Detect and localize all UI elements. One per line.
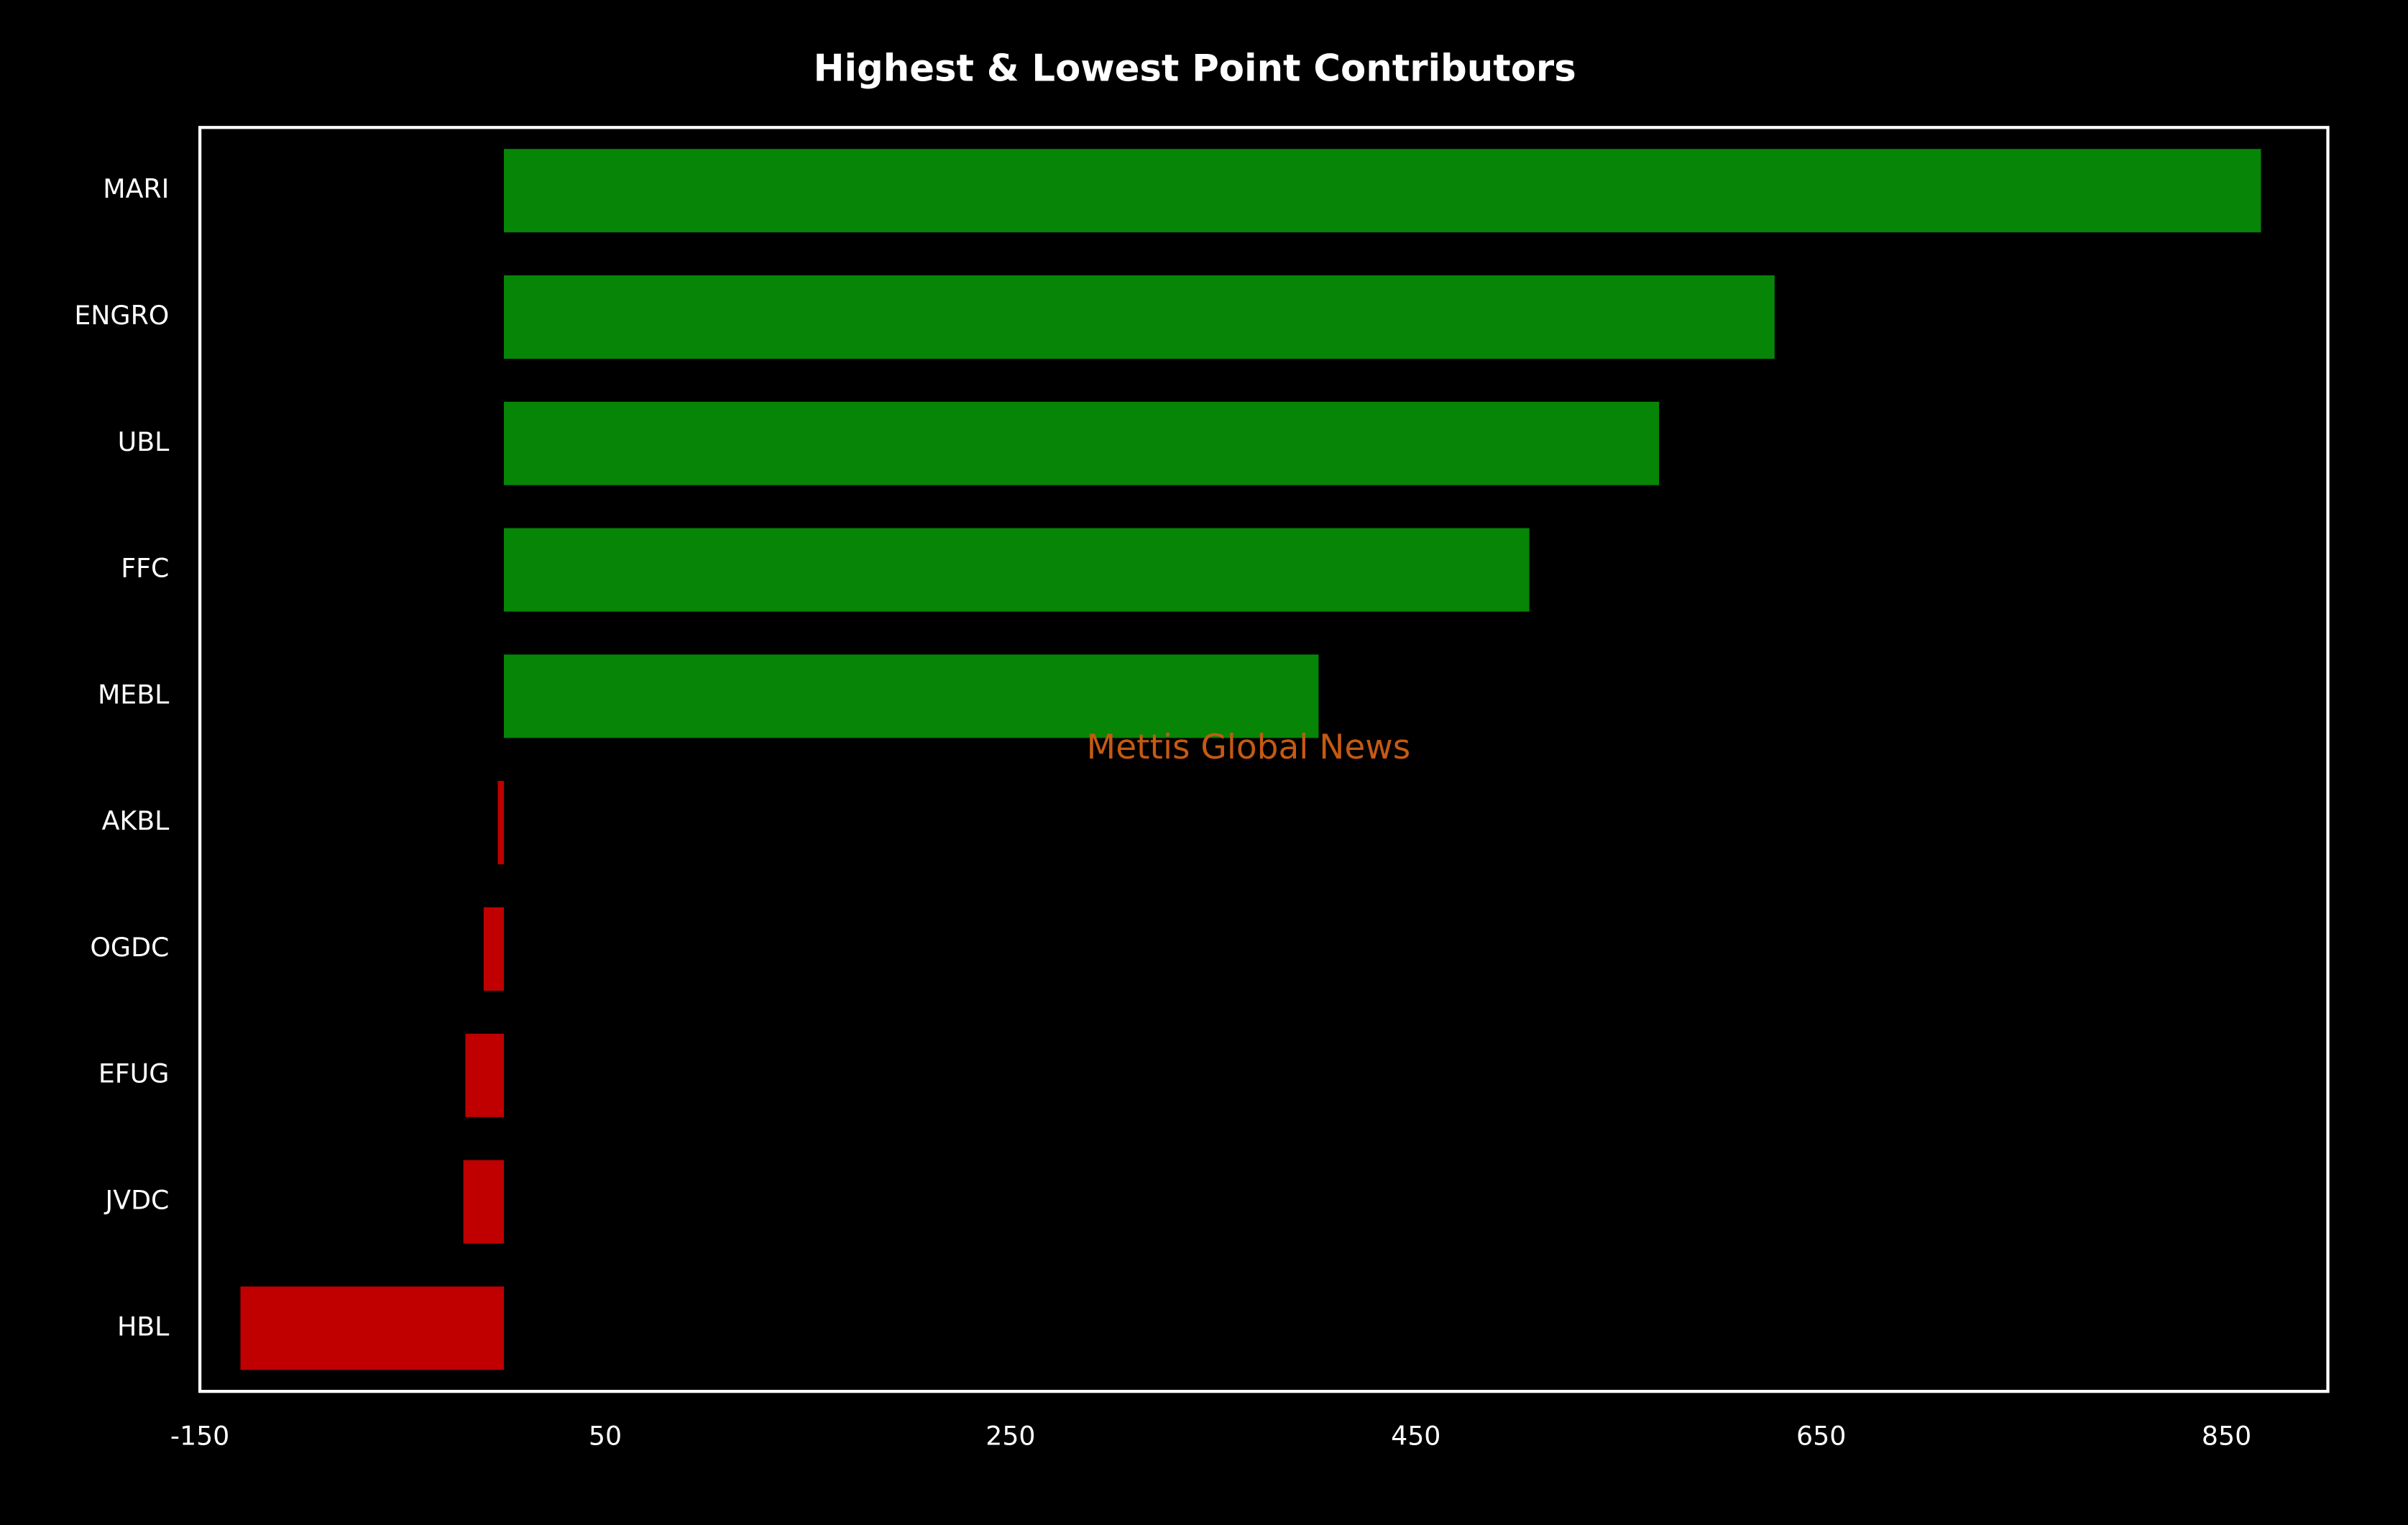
bar <box>504 528 1530 612</box>
watermark: Mettis Global News <box>1087 728 1411 767</box>
chart-title: Highest & Lowest Point Contributors <box>814 47 1576 90</box>
x-tick-label: 250 <box>985 1420 1035 1451</box>
y-tick-label: HBL <box>117 1311 170 1342</box>
x-tick-label: 50 <box>589 1420 622 1451</box>
y-tick-label: JVDC <box>104 1184 170 1215</box>
y-tick-label: OGDC <box>90 932 169 963</box>
bar <box>504 401 1660 485</box>
x-tick-label: 850 <box>2202 1420 2251 1451</box>
bar <box>240 1286 505 1370</box>
y-tick-label: UBL <box>118 426 170 457</box>
bar <box>504 654 1319 738</box>
x-tick-label: -150 <box>170 1420 229 1451</box>
y-tick-label: AKBL <box>102 805 170 836</box>
bar <box>463 1160 505 1244</box>
x-tick-label: 450 <box>1391 1420 1440 1451</box>
x-tick-label: 650 <box>1796 1420 1846 1451</box>
y-tick-label: ENGRO <box>74 300 169 331</box>
bar <box>465 1033 505 1117</box>
bar <box>504 275 1775 359</box>
y-tick-label: MARI <box>103 173 169 204</box>
y-tick-label: EFUG <box>98 1058 170 1089</box>
bar <box>497 781 505 865</box>
y-tick-label: FFC <box>121 553 169 584</box>
plot-frame <box>198 126 2330 1393</box>
y-tick-label: MEBL <box>98 679 170 710</box>
bar <box>504 149 2261 233</box>
bar <box>483 907 505 991</box>
